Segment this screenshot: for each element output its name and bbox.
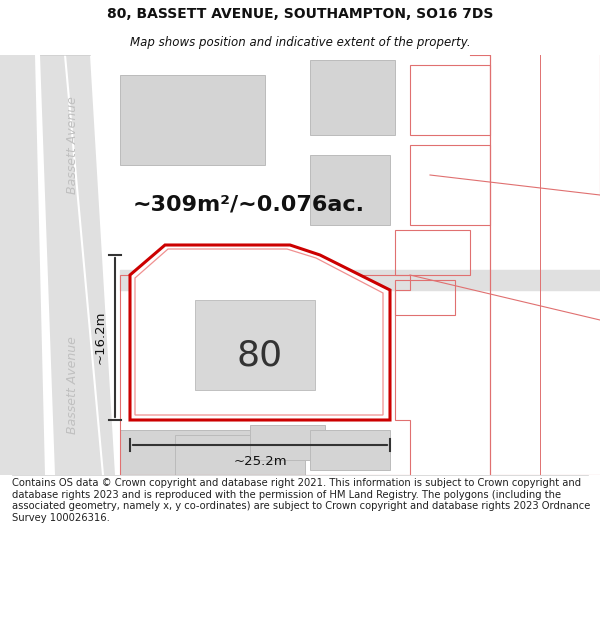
Polygon shape	[120, 75, 265, 165]
Polygon shape	[120, 430, 270, 475]
Bar	[310, 60, 395, 135]
Text: ~309m²/~0.076ac.: ~309m²/~0.076ac.	[133, 195, 365, 215]
Polygon shape	[0, 55, 45, 475]
Polygon shape	[40, 55, 115, 475]
Bar	[175, 435, 305, 475]
Bar	[195, 300, 315, 390]
Bar	[250, 425, 325, 460]
Text: Map shows position and indicative extent of the property.: Map shows position and indicative extent…	[130, 36, 470, 49]
Bar	[310, 155, 390, 225]
Text: Bassett Avenue: Bassett Avenue	[65, 336, 79, 434]
Text: 80, BASSETT AVENUE, SOUTHAMPTON, SO16 7DS: 80, BASSETT AVENUE, SOUTHAMPTON, SO16 7D…	[107, 7, 493, 21]
Bar	[310, 430, 390, 470]
PathPatch shape	[130, 245, 390, 420]
Text: Bassett Avenue: Bassett Avenue	[65, 96, 79, 194]
Text: ~25.2m: ~25.2m	[233, 455, 287, 468]
Text: Contains OS data © Crown copyright and database right 2021. This information is : Contains OS data © Crown copyright and d…	[12, 478, 590, 522]
Text: 80: 80	[237, 338, 283, 372]
Text: ~16.2m: ~16.2m	[94, 311, 107, 364]
